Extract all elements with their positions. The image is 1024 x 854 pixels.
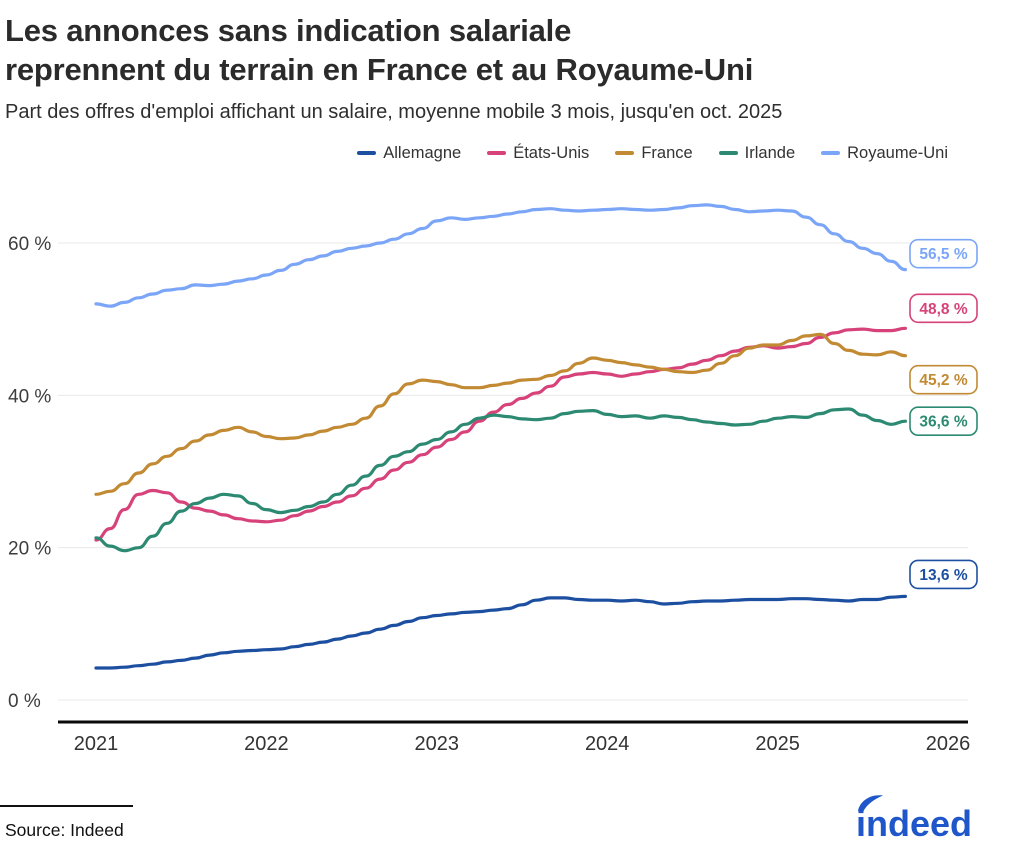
- x-axis-label-2026: 2026: [926, 733, 971, 755]
- legend-label-allemagne: Allemagne: [383, 143, 462, 162]
- indeed-logo-sail-icon: [858, 795, 883, 812]
- y-axis-label-40: 40 %: [8, 386, 51, 407]
- end-label-box-irlande: [909, 405, 978, 436]
- chart-title-line2: reprennent du terrain en France et au Ro…: [5, 51, 754, 87]
- line-allemagne: [94, 594, 907, 670]
- legend-item-etats-unis: États-Unis: [487, 142, 589, 164]
- legend-item-irlande: Irlande: [718, 142, 796, 164]
- legend-item-allemagne: Allemagne: [357, 142, 461, 164]
- y-axis-label-60: 60 %: [8, 233, 51, 254]
- end-label-text-allemagne: 13,6 %: [919, 566, 967, 583]
- chart-subtitle: Part des offres d'emploi affichant un sa…: [5, 100, 783, 123]
- chart-svg: 0 % 20 % 40 % 60 % 2021 2022 2023 2024 2025 2026 1…: [8, 202, 978, 755]
- end-label-text-irlande: 36,6 %: [919, 413, 967, 430]
- end-label-box-royaume-uni: [909, 238, 978, 268]
- indeed-logo-text: indeed: [856, 803, 972, 841]
- end-label-france: 45,2 %: [909, 364, 978, 395]
- indeed-logo: indeed: [854, 793, 994, 846]
- line-irlande: [94, 406, 907, 552]
- x-axis-label-2025: 2025: [755, 733, 800, 755]
- legend-swatch-irlande: [718, 150, 738, 155]
- legend-label-irlande: Irlande: [744, 143, 796, 162]
- end-label-allemagne: 13,6 %: [909, 559, 978, 589]
- legend-swatch-royaume-uni: [821, 150, 841, 155]
- end-label-royaume-uni: 56,5 %: [909, 238, 978, 268]
- footer-rule: [0, 805, 133, 807]
- chart-header: Les annonces sans indication salariale r…: [0, 0, 1024, 124]
- legend-swatch-allemagne: [357, 150, 377, 155]
- end-label-box-france: [909, 364, 978, 395]
- x-axis-label-2022: 2022: [244, 733, 289, 755]
- x-axis-label-2023: 2023: [415, 733, 460, 755]
- legend-label-etats-unis: États-Unis: [513, 143, 590, 162]
- line-etats-unis: [94, 326, 907, 542]
- end-label-text-france: 45,2 %: [919, 372, 967, 389]
- source-text: Source: Indeed: [5, 820, 124, 840]
- line-france: [94, 332, 907, 496]
- y-axis-label-20: 20 %: [8, 538, 51, 559]
- x-axis-label-2024: 2024: [585, 733, 630, 755]
- legend-item-royaume-uni: Royaume-Uni: [821, 142, 948, 164]
- y-axis-label-0: 0 %: [8, 691, 41, 712]
- legend-item-france: France: [615, 142, 693, 164]
- end-label-box-allemagne: [909, 559, 978, 589]
- end-label-irlande: 36,6 %: [909, 405, 978, 436]
- end-label-etats-unis: 48,8 %: [909, 292, 978, 323]
- chart-title-line1: Les annonces sans indication salariale: [5, 13, 572, 48]
- indeed-logo-svg: indeed: [856, 795, 972, 844]
- legend-swatch-etats-unis: [487, 150, 507, 155]
- x-axis-label-2021: 2021: [74, 733, 119, 755]
- legend-label-royaume-uni: Royaume-Uni: [847, 143, 948, 162]
- end-label-box-etats-unis: [909, 292, 978, 323]
- end-label-text-royaume-uni: 56,5 %: [919, 246, 967, 263]
- legend-swatch-france: [615, 150, 635, 155]
- end-label-text-etats-unis: 48,8 %: [919, 300, 967, 317]
- legend-label-france: France: [641, 143, 693, 162]
- chart-legend: Allemagne États-Unis France Irlande Royaume-…: [0, 142, 1024, 164]
- line-royaume-uni: [94, 202, 907, 308]
